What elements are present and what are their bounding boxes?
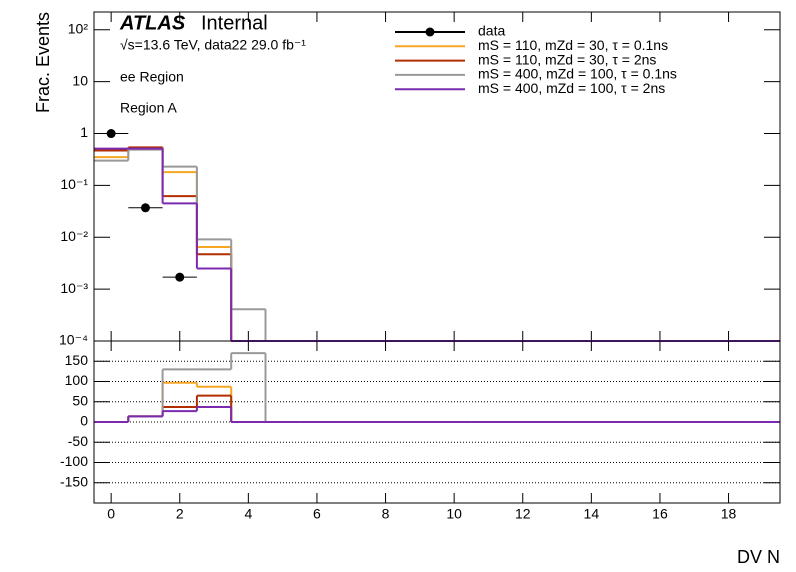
- y-tick-label: 50: [72, 392, 88, 408]
- x-tick-label: 10: [446, 506, 462, 522]
- legend-marker: [425, 27, 435, 37]
- plot-frame: [93, 340, 781, 504]
- atlas-label: ATLAS: [119, 12, 186, 34]
- y-tick-label: 10⁻³: [60, 280, 88, 296]
- y-tick-label: -150: [60, 473, 88, 489]
- y-tick-label: 0: [80, 413, 88, 429]
- x-tick-label: 4: [244, 506, 252, 522]
- x-tick-label: 14: [584, 506, 600, 522]
- x-tick-label: 12: [515, 506, 531, 522]
- y-tick-label: 10⁻²: [60, 228, 88, 244]
- legend-label: mS = 110, mZd = 30, τ = 2ns: [478, 51, 656, 67]
- y-axis-label: Frac. Events: [33, 12, 53, 113]
- data-point: [106, 129, 116, 139]
- x-tick-label: 6: [313, 506, 321, 522]
- legend-label: data: [478, 23, 505, 39]
- annotation: Region A: [120, 100, 177, 116]
- legend-label: mS = 400, mZd = 100, τ = 2ns: [478, 80, 665, 96]
- y-tick-label: 10²: [68, 20, 89, 36]
- y-tick-label: 10⁻⁴: [59, 332, 88, 348]
- x-tick-label: 16: [652, 506, 668, 522]
- x-axis-label: DV N: [737, 547, 780, 567]
- y-tick-label: 1: [80, 124, 88, 140]
- y-tick-label: 100: [65, 372, 89, 388]
- legend-label: mS = 110, mZd = 30, τ = 0.1ns: [478, 37, 668, 53]
- legend-label: mS = 400, mZd = 100, τ = 0.1ns: [478, 66, 677, 82]
- y-tick-label: -100: [60, 453, 88, 469]
- y-tick-label: -50: [68, 433, 88, 449]
- y-tick-label: 10⁻¹: [60, 176, 88, 192]
- x-tick-label: 8: [382, 506, 390, 522]
- annotation: ee Region: [120, 69, 184, 85]
- data-point: [175, 272, 185, 282]
- y-tick-label: 10: [72, 72, 88, 88]
- data-point: [140, 203, 150, 213]
- x-tick-label: 0: [107, 506, 115, 522]
- x-tick-label: 18: [721, 506, 737, 522]
- annotation: √s=13.6 TeV, data22 29.0 fb⁻¹: [120, 37, 306, 53]
- status-label: Internal: [201, 12, 268, 34]
- y-tick-label: 150: [65, 352, 89, 368]
- x-tick-label: 2: [176, 506, 184, 522]
